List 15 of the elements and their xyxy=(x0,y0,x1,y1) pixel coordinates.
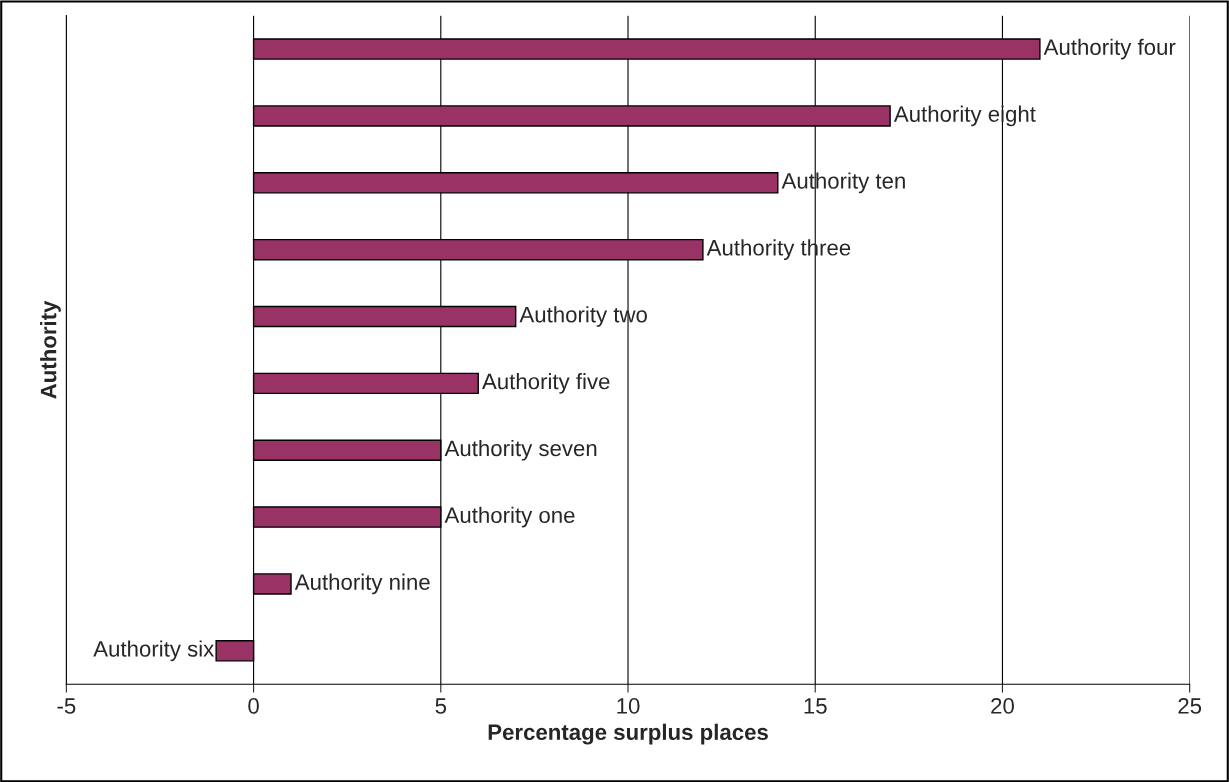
y-tick-label: Authority seven xyxy=(444,439,597,461)
x-tick-label: 15 xyxy=(804,698,827,714)
x-tick-label: -5 xyxy=(57,698,76,714)
x-tick-label: 0 xyxy=(248,698,259,714)
y-tick-label: Authority one xyxy=(444,506,575,528)
y-tick-label: Authority five xyxy=(482,373,610,394)
y-tick-label: Authority nine xyxy=(294,573,430,595)
x-tick-label: 5 xyxy=(435,698,447,714)
y-tick-label: Authority four xyxy=(1043,38,1176,60)
x-axis-title: Percentage surplus places xyxy=(488,723,768,745)
x-tick-label: 25 xyxy=(1178,698,1202,714)
y-axis-title: Authority xyxy=(40,300,61,399)
x-tick-label: 10 xyxy=(617,698,640,714)
y-tick-label: Authority six xyxy=(93,640,215,662)
x-tick-label: 20 xyxy=(991,698,1014,714)
